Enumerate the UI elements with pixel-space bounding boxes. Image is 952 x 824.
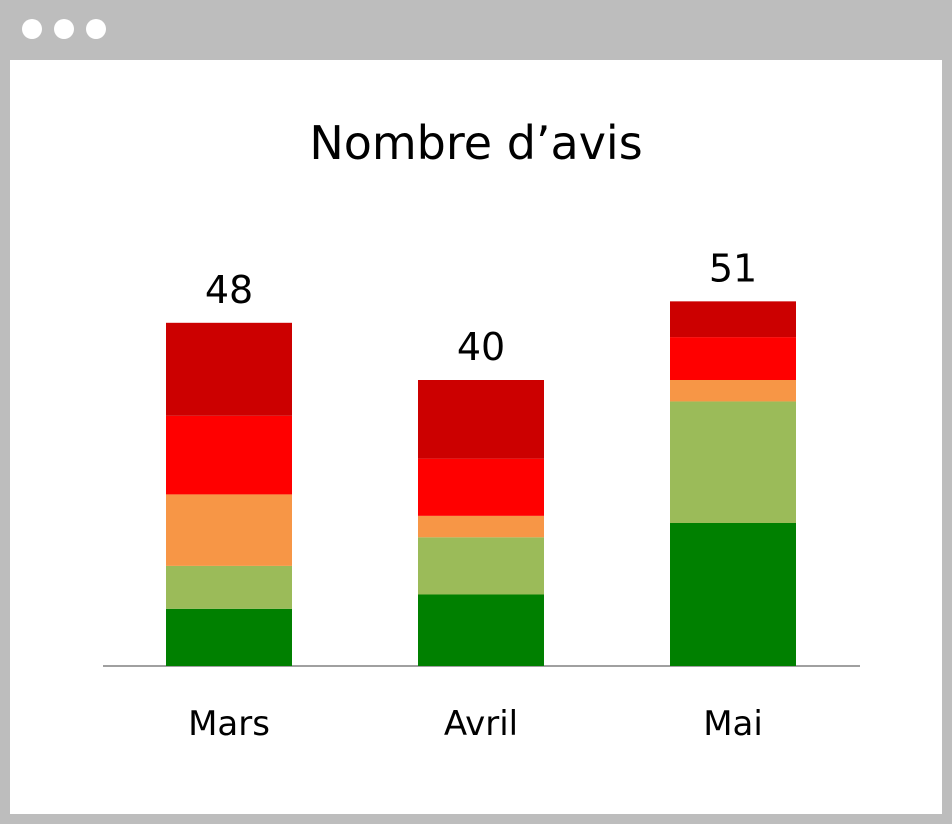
bar-segment <box>418 537 544 595</box>
window-dot-icon <box>86 19 106 39</box>
bar-segment <box>670 337 796 380</box>
bar-segment <box>166 494 292 566</box>
bar-segment <box>166 565 292 609</box>
bar-segment <box>418 594 544 666</box>
total-label: 40 <box>457 325 505 369</box>
bar-segment <box>418 515 544 538</box>
bar-segment <box>670 523 796 666</box>
window-dot-icon <box>22 19 42 39</box>
bar-segment <box>418 458 544 516</box>
x-tick-label: Mars <box>188 704 270 744</box>
bar-segment <box>670 301 796 338</box>
bar-segment <box>670 380 796 402</box>
total-label: 48 <box>205 268 253 312</box>
bar-segment <box>670 401 796 523</box>
bar-segment <box>418 380 544 459</box>
stacked-bar-chart: 48 Mars 40 Avril 51 Mai <box>103 246 860 744</box>
total-label: 51 <box>709 246 757 290</box>
x-tick-label: Avril <box>444 704 518 744</box>
bar-segment <box>166 415 292 495</box>
window-dot-icon <box>54 19 74 39</box>
bar-segment <box>166 608 292 666</box>
bar-segment <box>166 322 292 416</box>
x-tick-label: Mai <box>703 704 763 744</box>
window-titlebar <box>0 0 952 60</box>
chart-title: Nombre d’avis <box>309 116 643 170</box>
chart-area: Nombre d’avis 48 Mars 40 Avril 51 Mai <box>10 60 942 814</box>
